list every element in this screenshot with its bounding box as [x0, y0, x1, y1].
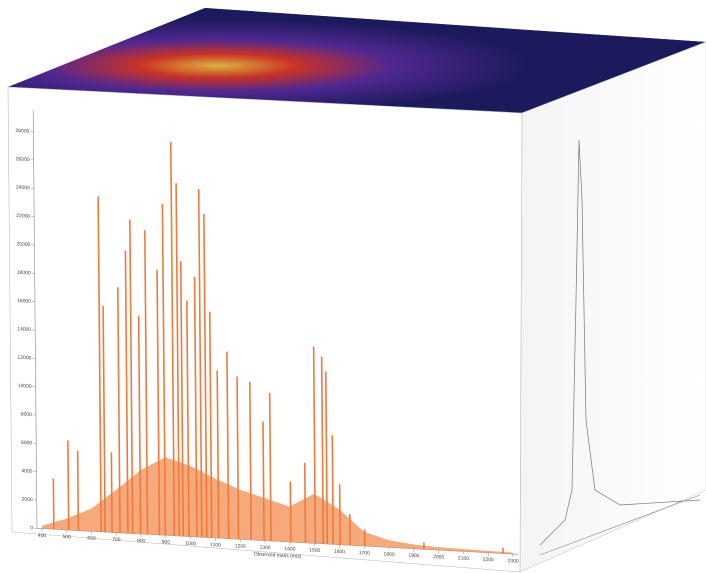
- spectrum-cube: 0 2000 4000 6000 8000 10000 12000 14000 16000 180…: [0, 0, 706, 573]
- y-tick-label: 6000: [21, 440, 32, 447]
- x-tick-label: 1100: [210, 542, 221, 549]
- x-tick-label: 1200: [235, 543, 246, 550]
- x-tick-label: 600: [87, 535, 96, 541]
- y-tick-label: 16000: [17, 298, 31, 305]
- y-tick-label: 8000: [21, 412, 32, 419]
- x-tick-label: 2200: [483, 557, 494, 564]
- x-axis-title: Observed mass (m/z): [254, 551, 302, 560]
- peak: [68, 440, 69, 530]
- x-tick-label: 400: [38, 533, 47, 539]
- y-tick-label: 0: [30, 525, 33, 531]
- x-tick-label: 1700: [359, 550, 370, 557]
- x-tick-label: 1500: [309, 547, 320, 554]
- y-tick-label: 12000: [18, 355, 32, 362]
- right-face: [520, 42, 706, 572]
- x-tick-label: 2100: [458, 555, 469, 562]
- x-tick-label: 1800: [384, 551, 395, 558]
- x-tick-label: 1000: [185, 541, 196, 548]
- peak: [263, 422, 264, 541]
- y-tick-label: 4000: [21, 468, 32, 475]
- x-tick-label: 1900: [408, 553, 419, 560]
- y-tick-label: 24000: [16, 185, 30, 192]
- peak: [78, 451, 79, 531]
- peak: [340, 484, 341, 544]
- x-tick-label: 2300: [507, 558, 518, 565]
- x-tick-label: 1300: [260, 545, 271, 552]
- peak: [290, 482, 291, 542]
- y-tick-label: 10000: [18, 383, 32, 390]
- x-tick-label: 900: [162, 539, 171, 545]
- x-tick-label: 2000: [433, 554, 444, 561]
- peak: [111, 452, 112, 532]
- y-tick-label: 28000: [15, 128, 29, 135]
- x-tick-label: 1400: [284, 546, 295, 553]
- x-tick-label: 500: [63, 534, 72, 540]
- x-tick-label: 800: [137, 538, 146, 544]
- y-tick-label: 18000: [17, 270, 31, 277]
- peak: [305, 463, 306, 543]
- y-tick-label: 14000: [17, 326, 31, 333]
- x-tick-label: 700: [112, 537, 121, 543]
- y-tick-label: 20000: [16, 241, 30, 248]
- x-tick-label: 1600: [334, 549, 345, 556]
- y-tick-label: 22000: [16, 213, 30, 220]
- y-tick-label: 26000: [16, 156, 30, 163]
- y-tick-label: 2000: [22, 497, 33, 504]
- peak: [332, 435, 333, 544]
